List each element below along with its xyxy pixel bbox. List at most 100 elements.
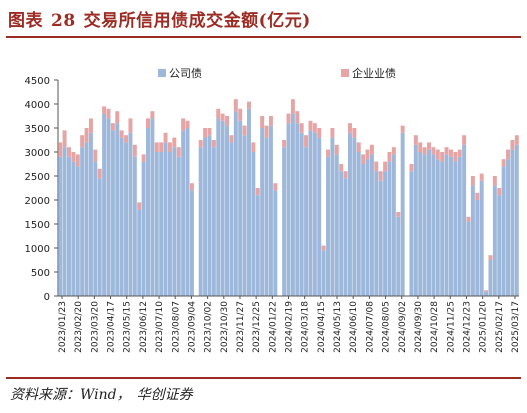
x-tick-label: 2024/09/02 xyxy=(398,301,408,353)
bar-enterprise xyxy=(466,216,471,222)
bar-enterprise xyxy=(62,130,67,148)
y-tick-label: 500 xyxy=(31,268,50,279)
bar-enterprise xyxy=(396,212,401,217)
bar-enterprise xyxy=(137,202,142,210)
bar-corporate xyxy=(207,135,212,296)
bar-enterprise xyxy=(93,149,98,162)
bar-corporate xyxy=(176,156,181,296)
y-tick-label: 3000 xyxy=(25,148,50,159)
bar-enterprise xyxy=(75,154,80,167)
x-tick-label: 2025/01/20 xyxy=(479,301,489,353)
bar-enterprise xyxy=(150,111,155,119)
bar-corporate xyxy=(172,147,177,296)
bar-corporate xyxy=(418,152,423,296)
bar-enterprise xyxy=(97,168,102,179)
y-tick-label: 0 xyxy=(44,292,50,303)
bar-enterprise xyxy=(326,149,330,157)
bar-enterprise xyxy=(119,130,124,138)
bar-corporate xyxy=(216,118,221,297)
x-tick-label: 2024/04/15 xyxy=(317,301,327,353)
bar-corporate xyxy=(150,118,155,297)
x-tick-label: 2023/01/23 xyxy=(58,301,68,353)
bar-corporate xyxy=(356,152,361,296)
figure-title: 交易所信用债成交金额(亿元) xyxy=(83,11,311,31)
bar-corporate xyxy=(374,171,379,296)
bar-enterprise xyxy=(378,171,383,181)
x-tick-label: 2024/10/28 xyxy=(430,301,440,353)
x-tick-label: 2024/02/19 xyxy=(285,301,295,353)
bar-enterprise xyxy=(365,149,370,160)
x-tick-label: 2024/11/25 xyxy=(446,301,456,353)
bar-enterprise xyxy=(211,140,216,148)
bar-enterprise xyxy=(492,176,497,186)
bar-corporate xyxy=(308,130,313,296)
bar-corporate xyxy=(203,137,208,296)
bar-enterprise xyxy=(479,173,484,181)
bar-enterprise xyxy=(413,135,418,145)
bar-corporate xyxy=(453,161,458,296)
bar-enterprise xyxy=(203,128,208,138)
bar-corporate xyxy=(413,144,418,296)
bar-enterprise xyxy=(369,144,374,155)
bar-enterprise xyxy=(167,142,172,152)
bar-corporate xyxy=(330,137,335,296)
bar-corporate xyxy=(220,120,225,296)
bar-corporate xyxy=(317,137,322,296)
bar-enterprise xyxy=(440,152,445,162)
bar-enterprise xyxy=(422,147,427,155)
bar-corporate xyxy=(427,149,431,296)
bar-corporate xyxy=(299,132,304,296)
source-note: 资料来源：Wind， 华创证券 xyxy=(10,384,193,404)
bar-corporate xyxy=(115,123,120,296)
bar-corporate xyxy=(514,144,519,296)
bar-corporate xyxy=(282,147,287,296)
x-tick-label: 2023/11/27 xyxy=(236,301,246,353)
bar-enterprise xyxy=(484,290,489,292)
bar-enterprise xyxy=(102,106,107,114)
bar-enterprise xyxy=(387,152,392,162)
bar-corporate xyxy=(137,209,142,296)
bar-corporate xyxy=(181,130,186,296)
legend-item-enterprise: 企业业债 xyxy=(341,65,396,81)
bar-corporate xyxy=(365,159,370,296)
bar-corporate xyxy=(58,156,63,296)
bar-corporate xyxy=(132,156,137,296)
bar-corporate xyxy=(154,152,159,296)
bar-corporate xyxy=(106,118,111,297)
bar-corporate xyxy=(457,156,462,296)
chart-title: 图表 28 交易所信用债成交金额(亿元) xyxy=(8,6,311,31)
bar-corporate xyxy=(62,147,67,296)
bar-corporate xyxy=(387,161,392,296)
bar-corporate xyxy=(163,142,168,296)
bar-enterprise xyxy=(290,99,295,114)
bar-corporate xyxy=(128,132,133,296)
bar-corporate xyxy=(304,147,309,296)
bar-corporate xyxy=(510,149,515,296)
bar-enterprise xyxy=(462,135,467,145)
bar-corporate xyxy=(435,159,440,296)
x-tick-label: 2023/05/15 xyxy=(123,301,133,353)
bar-corporate xyxy=(400,132,405,296)
bar-enterprise xyxy=(198,140,203,148)
x-tick-label: 2023/03/20 xyxy=(90,301,100,353)
bar-corporate xyxy=(71,161,76,296)
bar-enterprise xyxy=(347,123,352,133)
bar-corporate xyxy=(146,128,150,296)
bar-enterprise xyxy=(251,142,256,152)
bar-enterprise xyxy=(312,123,317,133)
bar-enterprise xyxy=(172,137,177,148)
bar-corporate xyxy=(80,147,85,296)
x-tick-label: 2024/09/30 xyxy=(414,301,424,353)
bar-corporate xyxy=(264,137,269,296)
bar-enterprise xyxy=(154,142,159,152)
bar-corporate xyxy=(247,108,251,296)
bar-corporate xyxy=(506,159,510,296)
bar-enterprise xyxy=(216,108,221,119)
bar-enterprise xyxy=(260,116,265,128)
legend-label-corporate: 公司债 xyxy=(169,67,202,80)
x-tick-label: 2023/02/20 xyxy=(74,301,84,353)
bar-enterprise xyxy=(501,159,506,167)
bar-enterprise xyxy=(304,135,309,148)
bar-corporate xyxy=(119,137,124,296)
bar-corporate xyxy=(501,166,506,296)
